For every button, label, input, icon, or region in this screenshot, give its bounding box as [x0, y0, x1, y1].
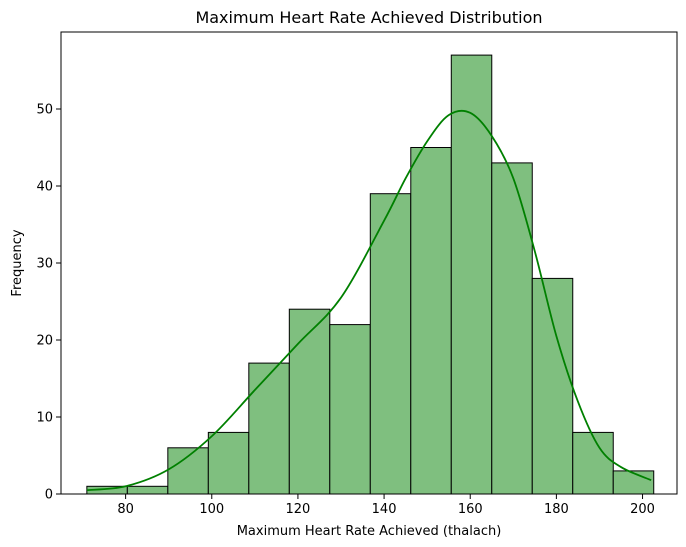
histogram-bar: [168, 448, 208, 494]
x-tick-label: 180: [544, 502, 569, 517]
histogram-bar: [613, 471, 653, 494]
histogram-bar: [330, 325, 370, 494]
histogram-bar: [208, 432, 248, 494]
x-tick-label: 80: [117, 502, 134, 517]
y-axis-label: Frequency: [10, 229, 25, 296]
y-tick-label: 40: [36, 180, 53, 195]
x-tick-label: 120: [286, 502, 311, 517]
bars-group: [87, 55, 654, 494]
histogram-bar: [127, 486, 167, 494]
histogram-bar: [451, 55, 491, 494]
x-tick-label: 100: [199, 502, 224, 517]
y-tick-label: 30: [36, 257, 53, 272]
x-axis-label: Maximum Heart Rate Achieved (thalach): [237, 524, 502, 539]
histogram-bar: [370, 194, 410, 494]
y-tick-label: 20: [36, 334, 53, 349]
histogram-bar: [411, 148, 451, 495]
chart-title: Maximum Heart Rate Achieved Distribution: [195, 8, 542, 27]
histogram-bar: [289, 309, 329, 494]
histogram-bar: [249, 363, 289, 494]
y-tick-label: 50: [36, 103, 53, 118]
x-tick-label: 160: [458, 502, 483, 517]
y-tick-label: 0: [45, 488, 53, 503]
y-axis-ticks: 0 10 20 30 40 50: [36, 103, 61, 503]
x-axis-ticks: 80 100 120 140 160 180 200: [117, 494, 655, 517]
y-tick-label: 10: [36, 411, 53, 426]
histogram-bar: [532, 278, 572, 494]
x-tick-label: 140: [372, 502, 397, 517]
histogram-bar: [573, 432, 613, 494]
histogram-bar: [492, 163, 532, 494]
x-tick-label: 200: [630, 502, 655, 517]
